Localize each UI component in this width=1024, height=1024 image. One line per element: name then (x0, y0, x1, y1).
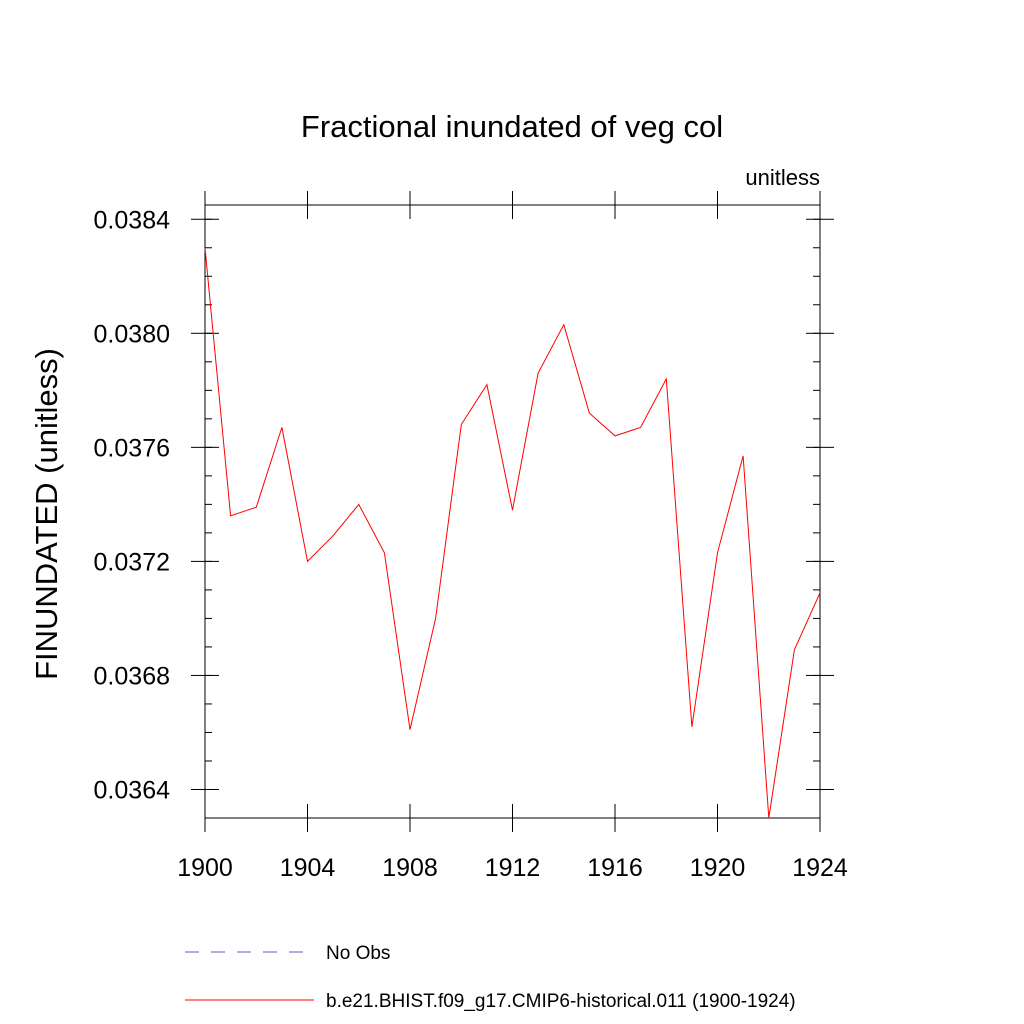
y-axis-label: FINUNDATED (unitless) (29, 348, 64, 680)
legend-label: b.e21.BHIST.f09_g17.CMIP6-historical.011… (326, 991, 796, 1012)
legend: No Obs b.e21.BHIST.f09_g17.CMIP6-historic… (185, 943, 796, 1012)
x-tick-label: 1916 (587, 854, 643, 882)
y-tick-label: 0.0364 (94, 776, 171, 804)
units-label: unitless (745, 165, 820, 190)
y-tick-label: 0.0376 (94, 434, 170, 462)
y-tick-label: 0.0384 (94, 206, 171, 234)
x-tick-label: 1908 (382, 854, 438, 882)
y-tick-label: 0.0380 (94, 320, 170, 348)
plot-frame (204, 204, 821, 819)
axis-ticks (191, 191, 834, 832)
y-tick-label: 0.0372 (94, 548, 170, 576)
x-tick-label: 1924 (792, 854, 848, 882)
axis-tick-labels: 1900 1904 1908 1912 1916 1920 1924 0.0364 0.0368… (94, 206, 848, 882)
chart-title: Fractional inundated of veg col (301, 109, 723, 144)
x-tick-label: 1920 (690, 854, 746, 882)
series-lines (204, 247, 821, 819)
legend-label: No Obs (326, 943, 390, 964)
series-line-1 (204, 247, 821, 819)
plot-border (204, 204, 821, 819)
x-tick-label: 1904 (280, 854, 336, 882)
y-tick-label: 0.0368 (94, 662, 170, 690)
x-tick-label: 1900 (177, 854, 233, 882)
x-tick-label: 1912 (485, 854, 541, 882)
